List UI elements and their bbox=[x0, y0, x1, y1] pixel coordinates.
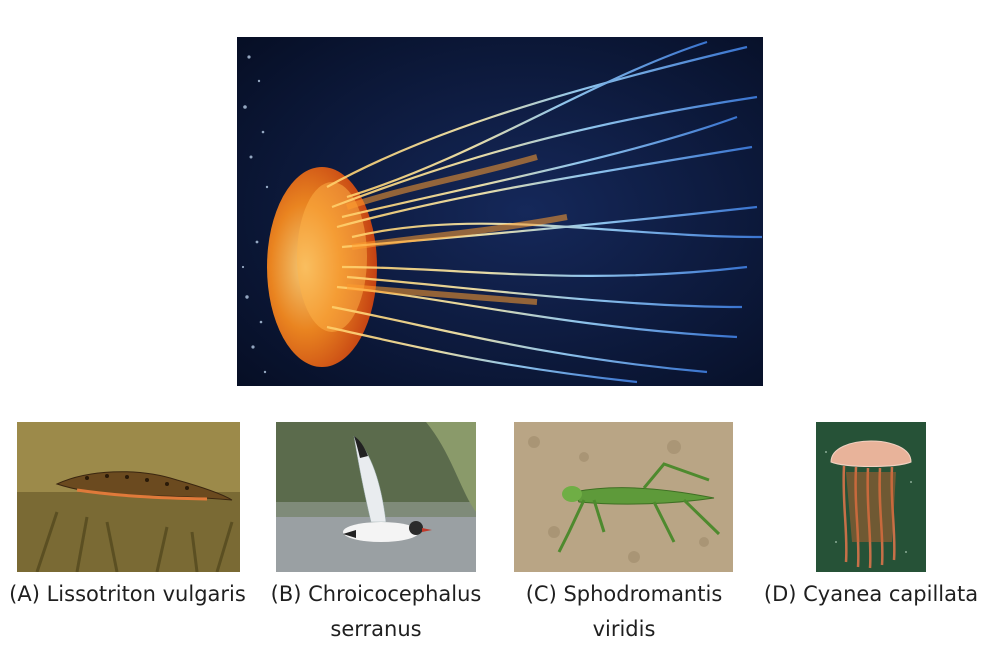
mantis-photo-icon bbox=[514, 422, 733, 572]
option-d-caption: (D) Cyanea capillata bbox=[763, 582, 979, 606]
option-d-image[interactable] bbox=[816, 422, 926, 572]
option-c-image[interactable] bbox=[514, 422, 733, 572]
lions-mane-jellyfish-illustration bbox=[237, 37, 763, 386]
jellyfish-photo-icon bbox=[816, 422, 926, 572]
option-a-caption: (A) Lissotriton vulgaris bbox=[9, 582, 246, 606]
gull-photo-icon bbox=[276, 422, 476, 572]
main-jellyfish-photo bbox=[237, 37, 763, 386]
option-a-image[interactable] bbox=[17, 422, 240, 572]
option-b-image[interactable] bbox=[276, 422, 476, 572]
newt-photo-icon bbox=[17, 422, 240, 572]
option-b-caption: (B) Chroicocephalus serranus bbox=[270, 582, 482, 641]
option-c-caption: (C) Sphodromantis viridis bbox=[525, 582, 723, 641]
